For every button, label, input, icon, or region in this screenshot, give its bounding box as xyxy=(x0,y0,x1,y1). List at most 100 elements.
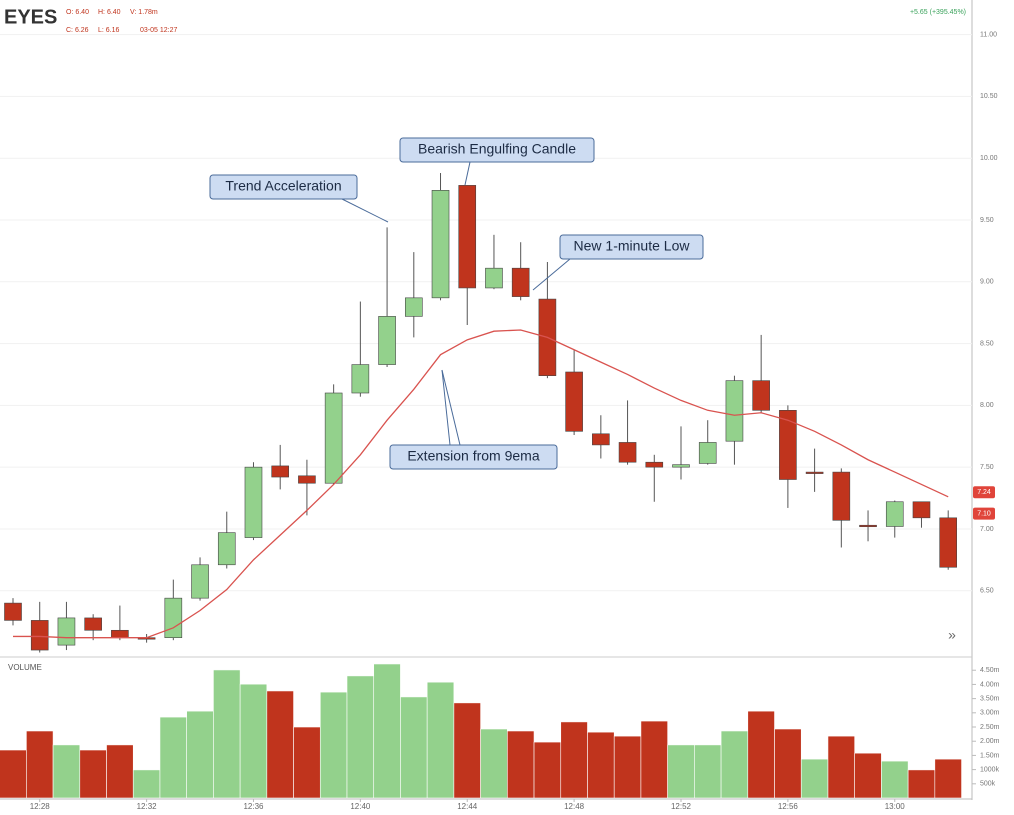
y-tick-label: 10.00 xyxy=(980,155,998,162)
y-tick-label: 3.00m xyxy=(980,710,1000,717)
volume-bar xyxy=(747,710,775,799)
candle-body xyxy=(885,501,904,527)
y-tick-label: 9.00 xyxy=(980,279,994,286)
candle-body xyxy=(725,380,744,442)
candle-body xyxy=(84,617,102,631)
volume-bar xyxy=(854,752,882,799)
volume-bar xyxy=(373,663,401,799)
candle-body xyxy=(378,316,396,365)
scroll-button[interactable]: » xyxy=(948,627,956,643)
volume-bar xyxy=(827,735,855,799)
volume-bar xyxy=(26,730,54,799)
candle-body xyxy=(565,371,583,432)
volume-bar xyxy=(106,744,134,799)
x-tick-label: 12:44 xyxy=(457,802,478,811)
volume-bar xyxy=(0,749,27,799)
candle-body xyxy=(511,267,530,297)
y-tick-label: 9.50 xyxy=(980,217,994,224)
volume-bar xyxy=(293,726,321,799)
ohlc: L: 6.16 xyxy=(98,27,120,34)
candle-body xyxy=(752,380,770,411)
y-tick-label: 4.00m xyxy=(980,681,1000,688)
volume-bar xyxy=(319,691,348,799)
volume-bar xyxy=(533,741,562,799)
callout-label: Extension from 9ema xyxy=(407,448,539,464)
price-tag-label: 7.10 xyxy=(977,510,991,517)
volume-bar xyxy=(346,675,375,799)
ohlc: 03-05 12:27 xyxy=(140,27,177,34)
price-tag xyxy=(973,507,995,520)
candle-body xyxy=(111,629,129,638)
volume-bar xyxy=(426,681,455,799)
volume-bar xyxy=(560,721,588,799)
candle-body xyxy=(217,532,236,566)
callout-box xyxy=(389,444,558,470)
candle-body xyxy=(592,433,610,446)
ohlc: V: 1.78m xyxy=(130,9,158,16)
x-tick-label: 12:32 xyxy=(137,802,158,811)
y-tick-label: 1.50m xyxy=(980,752,1000,759)
volume-bar xyxy=(400,696,428,799)
volume-bar xyxy=(79,749,107,799)
x-tick-label: 13:00 xyxy=(885,802,906,811)
volume-bar xyxy=(800,758,829,799)
volume-bar xyxy=(453,702,481,799)
volume-bar xyxy=(774,728,802,799)
callout-pointer xyxy=(532,258,571,291)
ema-line xyxy=(13,329,949,639)
callout-label: New 1-minute Low xyxy=(574,238,691,254)
ohlc: C: 6.26 xyxy=(66,27,89,34)
candle-body xyxy=(244,466,263,538)
candle-body xyxy=(271,465,290,478)
candle-body xyxy=(698,442,717,464)
x-tick-label: 12:56 xyxy=(778,802,799,811)
candle-body xyxy=(191,564,209,599)
x-tick-label: 12:40 xyxy=(350,802,371,811)
candle-body xyxy=(351,364,370,394)
x-tick-label: 12:52 xyxy=(671,802,692,811)
volume-bar xyxy=(720,730,749,799)
candle-body xyxy=(779,410,797,480)
callout-pointer xyxy=(441,369,451,446)
candle-body xyxy=(458,185,477,289)
volume-bar xyxy=(186,710,214,799)
volume-bar xyxy=(507,730,535,799)
candle-body xyxy=(645,461,664,468)
candle-body xyxy=(485,267,503,289)
volume-bar xyxy=(480,728,508,799)
volume-bar xyxy=(694,744,722,799)
y-tick-label: 11.00 xyxy=(980,31,997,38)
symbol: EYES xyxy=(4,6,57,28)
candle-body xyxy=(57,617,76,646)
volume-bar xyxy=(266,690,294,799)
volume-bar xyxy=(667,744,695,799)
x-tick-label: 12:28 xyxy=(30,802,51,811)
volume-bar xyxy=(239,683,268,799)
volume-bar xyxy=(213,669,241,799)
x-tick-label: 12:48 xyxy=(564,802,585,811)
y-tick-label: 10.50 xyxy=(980,93,998,100)
callout-box xyxy=(399,137,595,163)
callout-pointer xyxy=(441,369,461,446)
volume-bar xyxy=(934,758,962,799)
callout-pointer xyxy=(339,197,389,223)
callout-label: Trend Acceleration xyxy=(225,178,341,194)
callout-box xyxy=(559,234,704,260)
y-tick-label: 2.50m xyxy=(980,724,1000,731)
candle-body xyxy=(431,190,450,299)
volume-bar xyxy=(52,744,81,799)
y-tick-label: 4.50m xyxy=(980,667,1000,674)
callout-pointer xyxy=(464,161,471,186)
price-tag xyxy=(973,486,995,499)
candle-body xyxy=(832,471,851,521)
y-tick-label: 3.50m xyxy=(980,695,1000,702)
candle-body xyxy=(805,471,824,474)
y-tick-label: 1000k xyxy=(980,766,1000,773)
volume-bar xyxy=(907,769,936,799)
ohlc: H: 6.40 xyxy=(98,9,121,16)
change: +5.65 (+395.45%) xyxy=(910,9,966,16)
y-tick-label: 2.00m xyxy=(980,738,1000,745)
candle-body xyxy=(939,517,958,568)
volume-bar xyxy=(881,760,909,799)
